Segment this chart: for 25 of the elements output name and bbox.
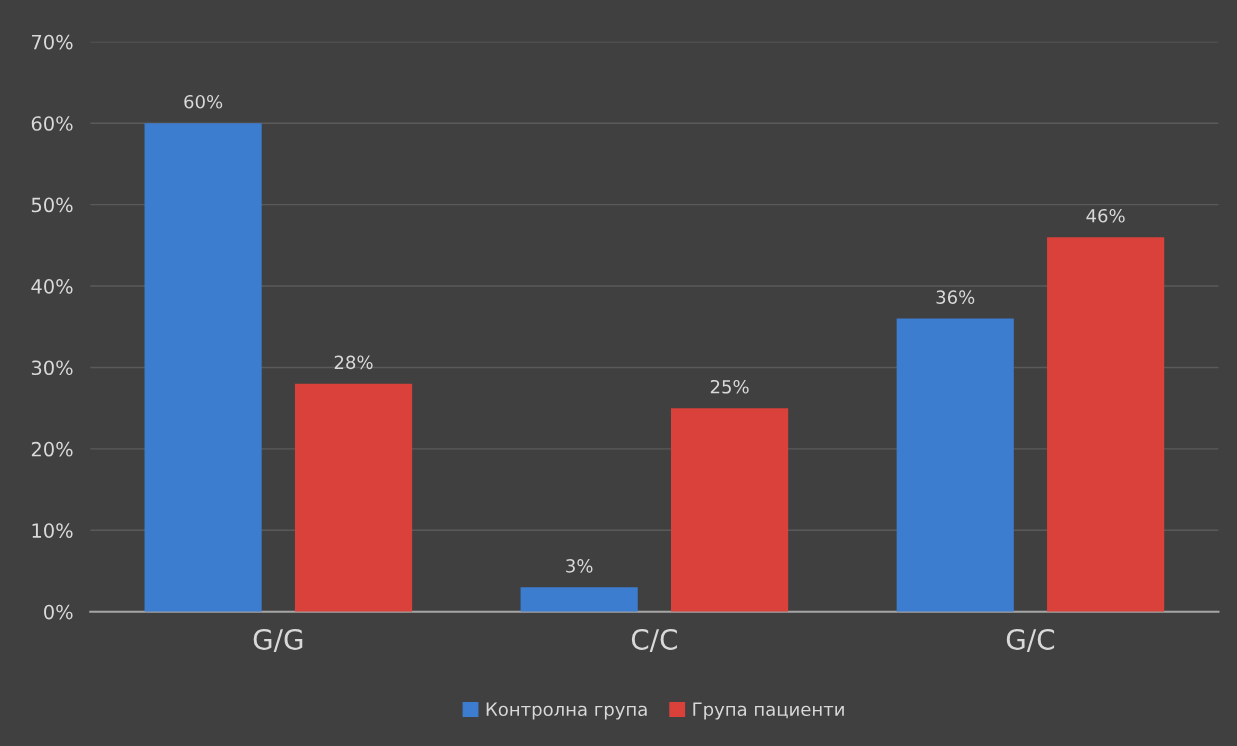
legend-label: Група пациенти: [693, 702, 844, 720]
bar: [520, 587, 638, 612]
y-tick-label: 40%: [31, 278, 73, 294]
x-tick-label: C/C: [631, 628, 677, 653]
y-tick-label: 50%: [31, 197, 73, 213]
data-label: 3%: [566, 559, 593, 573]
y-tick-label: 60%: [31, 116, 73, 131]
x-tick-label: G/C: [1006, 628, 1055, 653]
bar: [670, 408, 789, 612]
bar: [144, 123, 262, 612]
y-tick-label: 20%: [31, 441, 73, 457]
data-label: 28%: [334, 355, 373, 370]
data-label: 25%: [710, 379, 749, 394]
bar: [896, 318, 1014, 612]
bar: [294, 383, 413, 612]
legend-label: Контролна група: [486, 702, 647, 720]
data-label: 60%: [184, 94, 223, 109]
bar: [1047, 237, 1165, 612]
y-tick-label: 0%: [44, 604, 73, 620]
y-tick-label: 10%: [32, 523, 73, 538]
data-label: 46%: [1086, 208, 1125, 223]
y-tick-label: 30%: [31, 360, 73, 376]
data-label: 36%: [936, 290, 975, 304]
x-tick-label: G/G: [253, 628, 303, 653]
y-tick-label: 70%: [32, 34, 73, 50]
